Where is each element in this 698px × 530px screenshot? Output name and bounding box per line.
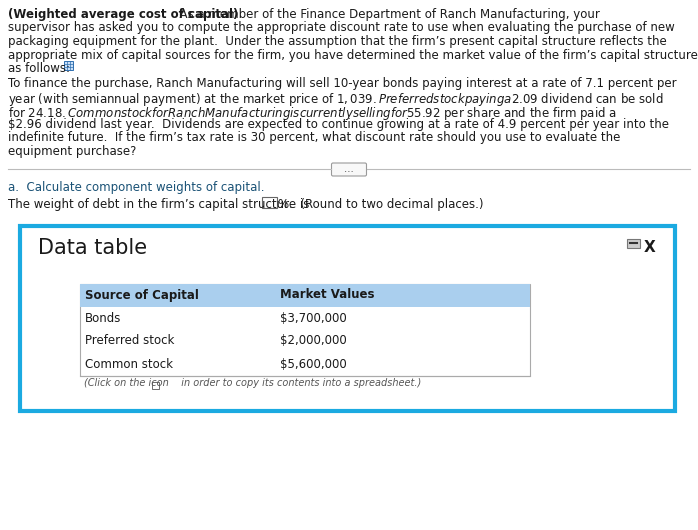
- Text: $3,700,000: $3,700,000: [280, 312, 347, 324]
- Text: (Weighted average cost of capital): (Weighted average cost of capital): [8, 8, 239, 21]
- Text: Source of Capital: Source of Capital: [85, 288, 199, 302]
- Text: Market Values: Market Values: [280, 288, 375, 302]
- Text: Data table: Data table: [38, 237, 147, 258]
- Text: supervisor has asked you to compute the appropriate discount rate to use when ev: supervisor has asked you to compute the …: [8, 22, 675, 34]
- Text: As a member of the Finance Department of Ranch Manufacturing, your: As a member of the Finance Department of…: [172, 8, 600, 21]
- FancyBboxPatch shape: [262, 197, 277, 208]
- FancyBboxPatch shape: [64, 61, 73, 70]
- Text: (Click on the icon    in order to copy its contents into a spreadsheet.): (Click on the icon in order to copy its …: [84, 377, 422, 387]
- Text: To finance the purchase, Ranch Manufacturing will sell 10-year bonds paying inte: To finance the purchase, Ranch Manufactu…: [8, 77, 676, 91]
- FancyBboxPatch shape: [80, 284, 530, 375]
- Text: The weight of debt in the firm’s capital structure is: The weight of debt in the firm’s capital…: [8, 198, 313, 211]
- Text: a.  Calculate component weights of capital.: a. Calculate component weights of capita…: [8, 181, 265, 193]
- Text: packaging equipment for the plant.  Under the assumption that the firm’s present: packaging equipment for the plant. Under…: [8, 35, 667, 48]
- Text: Common stock: Common stock: [85, 358, 173, 370]
- FancyBboxPatch shape: [152, 382, 159, 388]
- Text: as follows:: as follows:: [8, 62, 70, 75]
- Text: equipment purchase?: equipment purchase?: [8, 145, 136, 158]
- Text: $2,000,000: $2,000,000: [280, 334, 347, 348]
- Text: X: X: [644, 240, 656, 254]
- Text: indefinite future.  If the firm’s tax rate is 30 percent, what discount rate sho: indefinite future. If the firm’s tax rat…: [8, 131, 621, 145]
- Text: Preferred stock: Preferred stock: [85, 334, 174, 348]
- Text: %.  (Round to two decimal places.): %. (Round to two decimal places.): [278, 198, 484, 211]
- Text: …: …: [344, 164, 354, 174]
- Text: for $24.18.  Common stock for Ranch Manufacturing is currently selling for $55.9: for $24.18. Common stock for Ranch Manuf…: [8, 104, 617, 121]
- FancyBboxPatch shape: [80, 284, 530, 306]
- FancyBboxPatch shape: [20, 225, 675, 411]
- Text: $2.96 dividend last year.  Dividends are expected to continue growing at a rate : $2.96 dividend last year. Dividends are …: [8, 118, 669, 131]
- Text: $5,600,000: $5,600,000: [280, 358, 347, 370]
- Text: appropriate mix of capital sources for the firm, you have determined the market : appropriate mix of capital sources for t…: [8, 49, 698, 61]
- FancyBboxPatch shape: [332, 163, 366, 176]
- Text: year (with semiannual payment) at the market price of $1,039.  Preferred stock p: year (with semiannual payment) at the ma…: [8, 91, 664, 108]
- FancyBboxPatch shape: [627, 238, 640, 248]
- Text: Bonds: Bonds: [85, 312, 121, 324]
